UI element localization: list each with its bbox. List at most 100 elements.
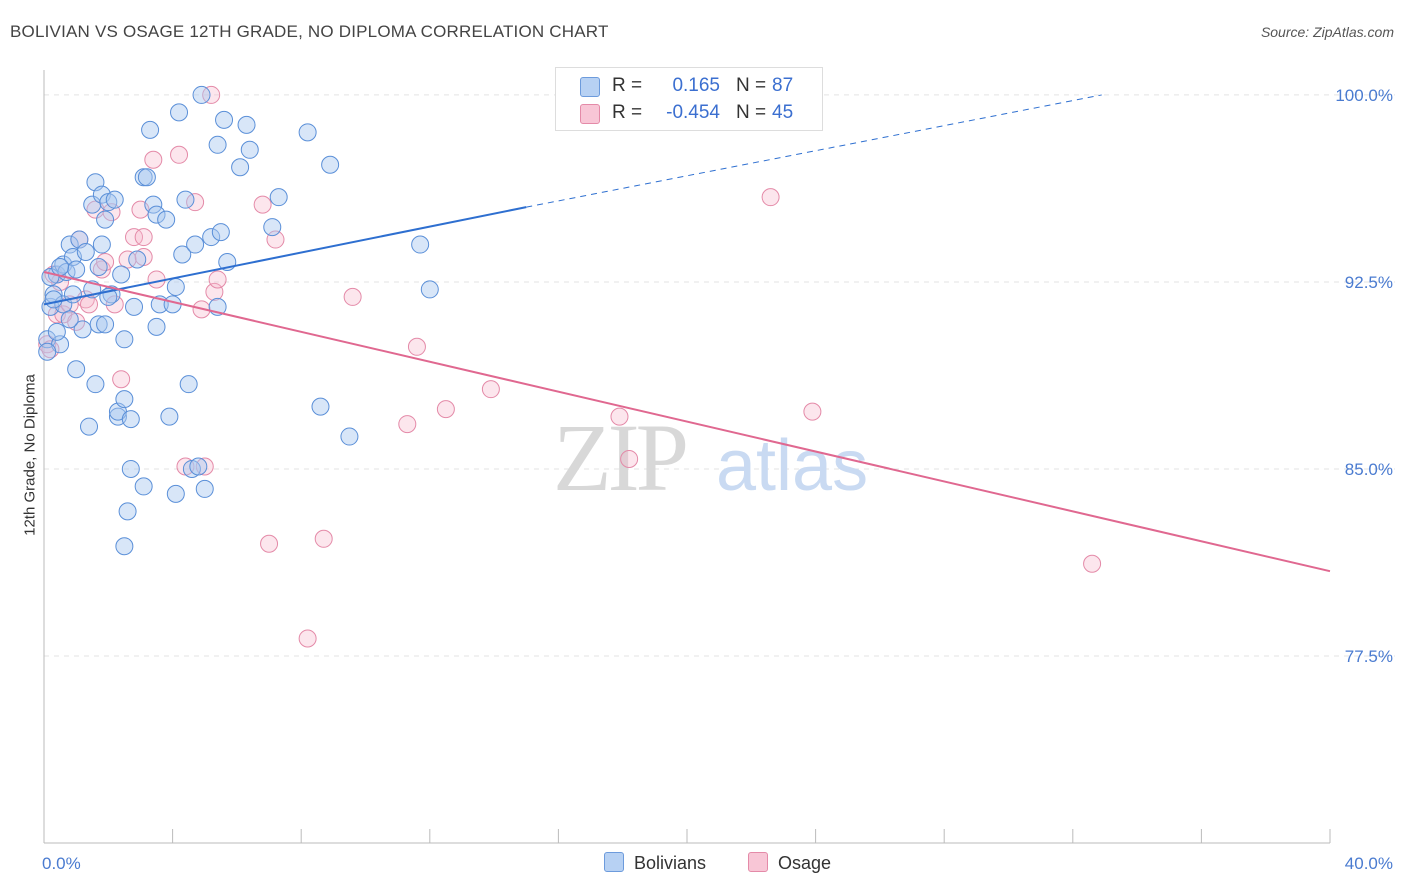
bolivians-point xyxy=(186,235,205,254)
osage-point xyxy=(803,402,822,421)
watermark-atlas: atlas xyxy=(716,426,868,506)
watermark: ZIP atlas xyxy=(553,404,868,511)
osage-point xyxy=(481,380,500,399)
chart-title: BOLIVIAN VS OSAGE 12TH GRADE, NO DIPLOMA… xyxy=(10,22,609,41)
bolivians-point xyxy=(192,85,211,104)
legend-r-value: -0.454 xyxy=(666,102,720,123)
watermark-zip: ZIP xyxy=(553,404,686,511)
bolivians-swatch xyxy=(604,852,624,872)
bolivians-point xyxy=(163,295,182,314)
bolivians-point xyxy=(147,317,166,336)
y-tick-label: 85.0% xyxy=(1345,460,1393,479)
legend-n-label: N = xyxy=(736,75,767,96)
bolivians-point xyxy=(67,360,86,379)
axes xyxy=(43,70,1331,844)
bolivians-trend-extension xyxy=(526,94,1102,208)
bolivians-point xyxy=(51,257,70,276)
legend-n-value: 45 xyxy=(772,102,794,123)
bolivians-point xyxy=(240,140,259,159)
source-note: Source: ZipAtlas.com xyxy=(1260,24,1394,40)
bolivians-point xyxy=(157,210,176,229)
legend-row-osage: R = -0.454 N = 45 xyxy=(556,101,822,127)
legend-swatch-osage xyxy=(580,104,600,124)
osage-points xyxy=(38,85,1102,648)
osage-point xyxy=(112,370,131,389)
legend-n-value: 87 xyxy=(772,75,794,96)
bolivians-point xyxy=(176,190,195,209)
bolivians-point xyxy=(215,110,234,129)
osage-point xyxy=(105,295,124,314)
trend-lines xyxy=(43,94,1331,573)
legend-item-bolivians[interactable]: Bolivians xyxy=(604,852,706,874)
x-tick-label: 0.0% xyxy=(42,854,81,873)
bolivians-label: Bolivians xyxy=(634,853,707,873)
osage-point xyxy=(610,407,629,426)
bolivians-point xyxy=(231,158,250,177)
osage-point xyxy=(147,270,166,289)
bolivians-point xyxy=(147,205,166,224)
y-tick-labels: 77.5% 85.0% 92.5% 100.0% xyxy=(1335,86,1393,666)
bolivians-point xyxy=(128,250,147,269)
osage-point xyxy=(1083,554,1102,573)
y-tick-label: 100.0% xyxy=(1335,86,1393,105)
bolivians-point xyxy=(67,260,86,279)
bolivians-trend-line xyxy=(43,206,527,306)
bolivians-point xyxy=(411,235,430,254)
osage-point xyxy=(398,415,417,434)
bolivians-point xyxy=(144,195,163,214)
osage-point xyxy=(80,295,99,314)
osage-point xyxy=(260,534,279,553)
correlation-legend: R = 0.165 N = 87 R = -0.454 N = 45 xyxy=(555,67,823,131)
bolivians-point xyxy=(76,243,95,262)
osage-point xyxy=(761,188,780,207)
bolivians-point xyxy=(195,479,214,498)
osage-point xyxy=(134,228,153,247)
bolivians-point xyxy=(121,410,140,429)
bolivians-point xyxy=(60,310,79,329)
bolivians-point xyxy=(96,315,115,334)
legend-r-label: R = xyxy=(612,102,643,123)
bolivians-point xyxy=(112,265,131,284)
bolivians-point xyxy=(86,375,105,394)
osage-point xyxy=(298,629,317,648)
bolivians-point xyxy=(38,342,57,361)
bolivians-point xyxy=(321,155,340,174)
legend-item-osage[interactable]: Osage xyxy=(748,852,831,874)
bolivians-point xyxy=(263,218,282,237)
osage-point xyxy=(620,449,639,468)
bolivians-point xyxy=(170,103,189,122)
bolivians-point xyxy=(173,245,192,264)
bolivians-point xyxy=(105,190,124,209)
bolivians-points xyxy=(38,85,439,556)
bolivians-point xyxy=(160,407,179,426)
bolivians-point xyxy=(115,537,134,556)
legend-row-bolivians: R = 0.165 N = 87 xyxy=(556,74,822,100)
bolivians-point xyxy=(340,427,359,446)
y-tick-label: 77.5% xyxy=(1345,647,1393,666)
bolivians-point xyxy=(141,120,160,139)
osage-point xyxy=(41,340,60,359)
bolivians-point xyxy=(202,228,221,247)
bolivians-point xyxy=(269,188,288,207)
bolivians-point xyxy=(83,195,102,214)
x-tick-label: 40.0% xyxy=(1345,854,1393,873)
bolivians-point xyxy=(137,168,156,187)
x-tick-labels: 0.0% 40.0% xyxy=(42,854,1393,873)
bolivians-point xyxy=(166,484,185,503)
osage-point xyxy=(125,228,144,247)
bolivians-point xyxy=(298,123,317,142)
osage-point xyxy=(343,287,362,306)
bolivians-point xyxy=(73,320,92,339)
bolivians-point xyxy=(208,135,227,154)
osage-point xyxy=(208,270,227,289)
bolivians-point xyxy=(211,223,230,242)
bolivians-point xyxy=(189,457,208,476)
osage-point xyxy=(407,337,426,356)
bolivians-point xyxy=(134,477,153,496)
bolivians-point xyxy=(420,280,439,299)
bolivians-point xyxy=(311,397,330,416)
gridlines xyxy=(44,94,1395,657)
bolivians-point xyxy=(115,330,134,349)
bolivians-point xyxy=(80,417,99,436)
